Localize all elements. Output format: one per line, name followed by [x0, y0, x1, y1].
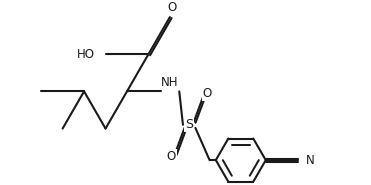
Text: O: O: [168, 1, 177, 14]
Text: O: O: [166, 150, 175, 163]
Text: S: S: [185, 118, 193, 131]
Text: NH: NH: [161, 76, 179, 89]
Text: HO: HO: [76, 48, 95, 61]
Text: N: N: [306, 154, 315, 167]
Text: O: O: [203, 87, 212, 100]
